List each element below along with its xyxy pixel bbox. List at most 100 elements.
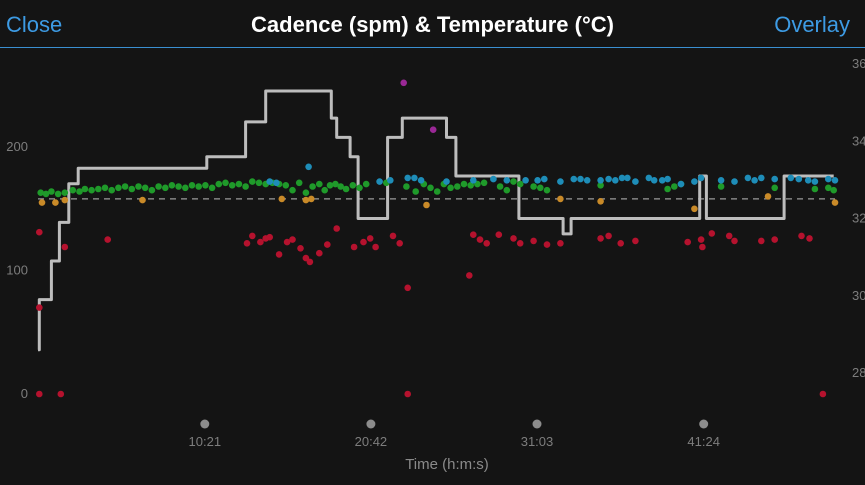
cadence-point-red [605, 232, 612, 240]
cadence-point-green [337, 183, 345, 190]
x-tick-marker[interactable] [366, 419, 376, 429]
cadence-point-red [597, 235, 604, 242]
close-button[interactable]: Close [6, 12, 63, 37]
cadence-point-red [61, 243, 69, 251]
overlay-button[interactable]: Overlay [774, 12, 850, 37]
cadence-point-orange [764, 193, 772, 200]
cadence-point-orange [139, 196, 146, 204]
cadence-point-red [275, 251, 283, 258]
cadence-point-red [372, 243, 379, 251]
temperature-line [37, 89, 834, 352]
cadence-point-green [128, 185, 136, 193]
cadence-point-red [306, 258, 314, 266]
cadence-point-blue [825, 175, 832, 183]
cadence-point-red [684, 238, 691, 246]
cadence-point-red [389, 232, 397, 240]
cadence-point-red [366, 235, 374, 242]
cadence-point-green [302, 189, 310, 196]
cadence-point-green [208, 184, 216, 192]
cadence-point-green [309, 183, 316, 190]
cadence-point-blue [470, 177, 477, 184]
cadence-point-green [95, 185, 102, 193]
cadence-point-red [283, 238, 291, 246]
cadence-point-blue [490, 175, 497, 183]
cadence-point-red [36, 390, 43, 398]
cadence-point-green [48, 188, 55, 195]
cadence-point-red [257, 238, 264, 246]
cadence-point-blue [273, 179, 280, 187]
cadence-point-green [175, 183, 182, 190]
x-tick-marker[interactable] [200, 419, 210, 429]
cadence-point-red [699, 243, 706, 251]
cadence-point-green [215, 180, 223, 188]
cadence-point-green [188, 182, 196, 189]
x-axis[interactable]: 10:21 20:42 31:03 41:24 [189, 419, 720, 450]
cadence-point-purple [429, 126, 437, 133]
cadence-point-green [671, 183, 678, 190]
cadence-point-blue [612, 177, 619, 184]
cadence-point-red [819, 390, 827, 398]
cadence-point-green [202, 182, 209, 189]
cadence-point-green [54, 190, 62, 198]
cadence-point-orange [831, 199, 839, 206]
cadence-point-red [758, 237, 765, 245]
cadence-point-red [483, 240, 491, 247]
cadence-point-blue [266, 178, 274, 185]
cadence-point-blue [411, 174, 418, 182]
cadence-point-red [324, 241, 331, 248]
cadence-point-red [466, 272, 473, 279]
cadence-point-green [255, 179, 263, 187]
cadence-point-green [412, 188, 420, 195]
cadence-point-green [454, 183, 461, 190]
cadence-point-green [108, 186, 115, 194]
cadence-point-green [356, 184, 363, 192]
nav-bar: Close Cadence (spm) & Temperature (°C) O… [0, 0, 865, 48]
cadence-point-green [162, 184, 169, 192]
cadence-point-red [516, 240, 524, 247]
cadence-point-blue [503, 177, 511, 184]
cadence-point-blue [795, 175, 803, 183]
cadence-point-red [708, 230, 716, 237]
cadence-point-red [333, 225, 341, 232]
y2-tick-label: 30 [852, 288, 865, 303]
cadence-point-green [530, 183, 537, 190]
cadence-point-red [350, 243, 358, 251]
cadence-point-blue [618, 174, 626, 182]
cadence-point-blue [717, 177, 725, 184]
cadence-point-red [104, 236, 111, 243]
cadence-point-green [717, 183, 725, 190]
cadence-point-green [321, 186, 329, 194]
cadence-point-blue [811, 178, 819, 185]
cadence-point-blue [744, 174, 752, 182]
cadence-point-green [242, 183, 249, 190]
x-tick-label: 31:03 [521, 434, 554, 449]
cadence-point-green [295, 179, 303, 187]
cadence-point-green [460, 180, 468, 188]
cadence-point-red [798, 232, 805, 240]
cadence-point-red [530, 237, 537, 245]
y2-tick-label: 36 [852, 56, 865, 71]
cadence-point-red [725, 232, 733, 240]
cadence-point-blue [404, 174, 412, 182]
temperature-line-layer [37, 89, 834, 352]
cadence-point-blue [831, 177, 839, 184]
cadence-point-blue [305, 163, 312, 171]
cadence-point-red [632, 237, 639, 245]
cadence-point-red [697, 236, 705, 243]
cadence-point-green [235, 180, 243, 188]
cadence-point-green [543, 186, 551, 194]
x-tick-label: 10:21 [189, 434, 222, 449]
page-title: Cadence (spm) & Temperature (°C) [251, 12, 614, 37]
x-tick-marker[interactable] [532, 419, 542, 429]
cadence-point-blue [751, 177, 758, 184]
cadence-point-green [349, 182, 357, 189]
x-tick-marker[interactable] [699, 419, 709, 429]
cadence-point-green [403, 183, 410, 190]
cadence-point-orange [423, 201, 430, 209]
cadence-point-green [447, 184, 454, 192]
y-tick-label: 100 [6, 263, 28, 278]
cadence-point-blue [658, 177, 666, 184]
cadence-point-green [168, 182, 176, 189]
cadence-point-green [516, 180, 524, 188]
